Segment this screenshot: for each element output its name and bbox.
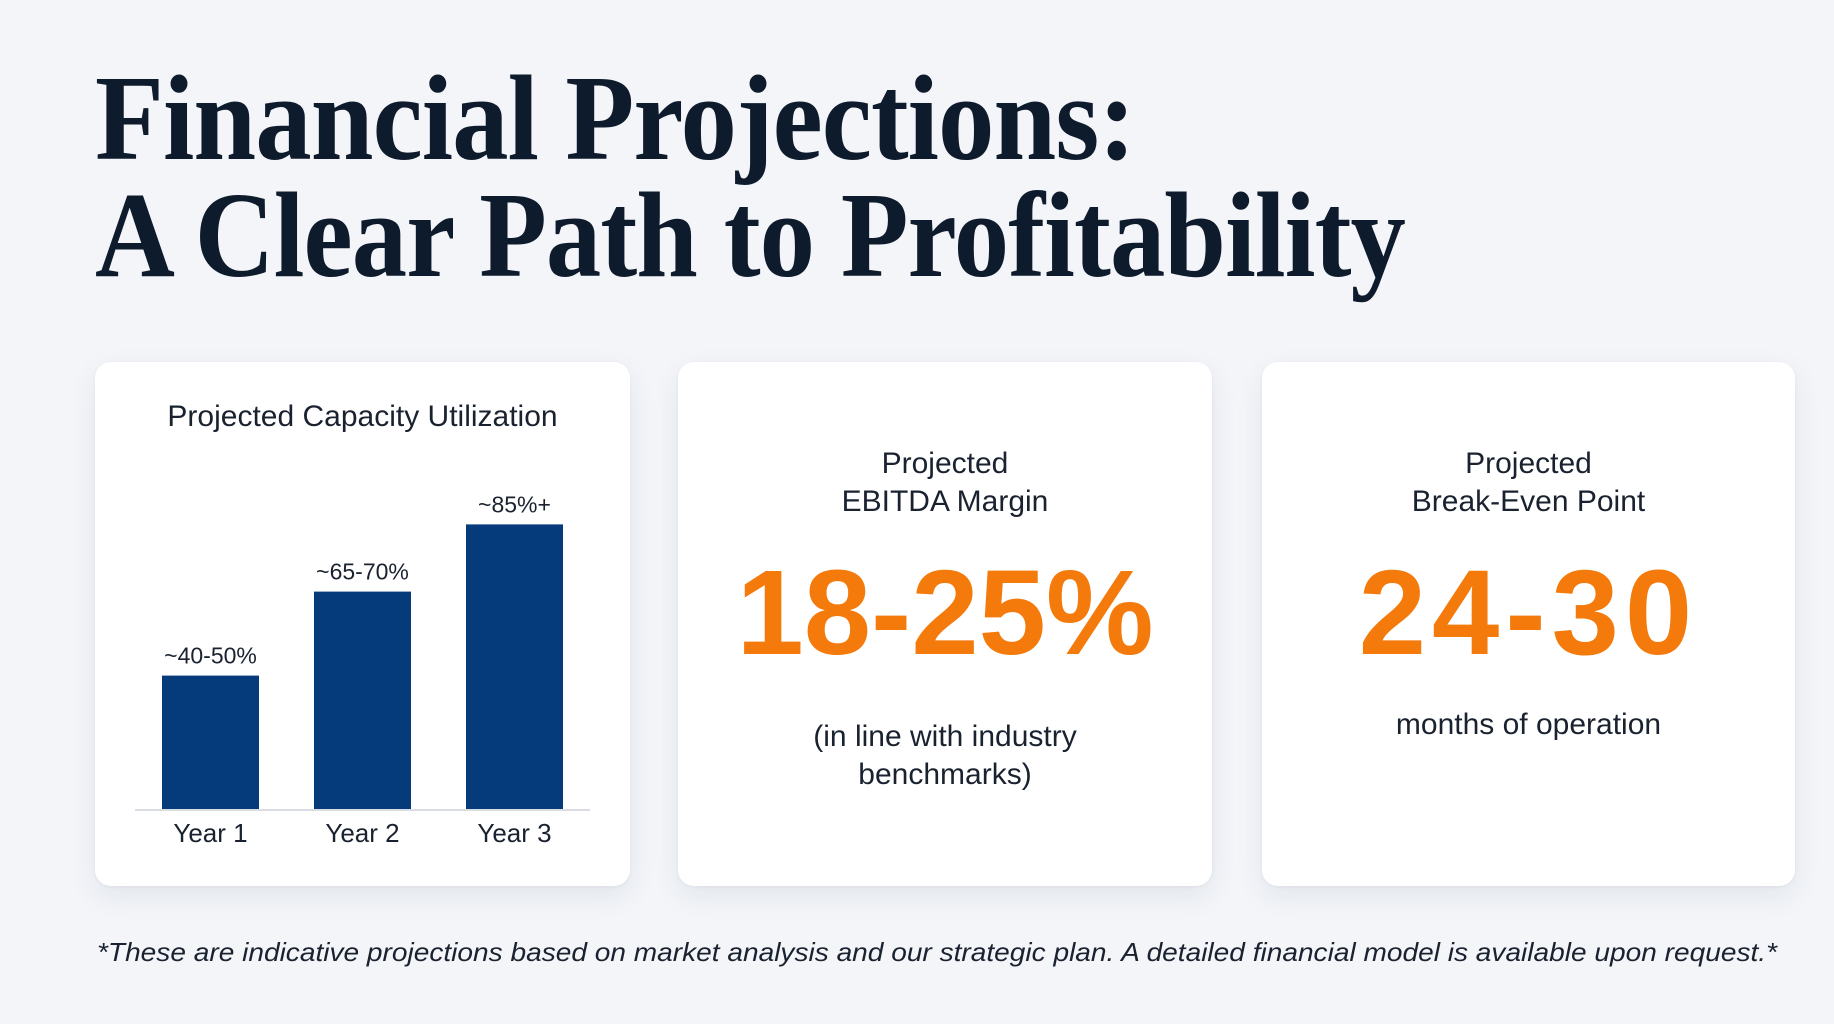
break-even-label: Projected Break-Even Point <box>1262 445 1795 521</box>
capacity-utilization-chart: ~40-50% Year 1 ~65-70% Year 2 ~85%+ Year 3 <box>135 491 590 848</box>
ebitda-label-line-2: EBITDA Margin <box>841 485 1049 518</box>
bar-value-label: ~65-70% <box>316 559 409 585</box>
bar-year-1 <box>162 675 259 810</box>
break-even-value: 24-30 <box>1358 544 1699 680</box>
x-tick-label: Year 2 <box>325 818 399 848</box>
bar-value-label: ~40-50% <box>164 643 257 669</box>
x-tick-label: Year 3 <box>477 818 551 848</box>
title-line-2: A Clear Path to Profitability <box>95 168 1406 303</box>
page-title: Financial Projections: A Clear Path to P… <box>95 51 1539 303</box>
ebitda-label-line-1: Projected <box>881 447 1009 480</box>
break-even-card: Projected Break-Even Point 24-30 months … <box>1262 362 1795 886</box>
ebitda-note-line-2: benchmarks) <box>858 758 1032 791</box>
title-line-1: Financial Projections: <box>95 51 1136 186</box>
ebitda-label: Projected EBITDA Margin <box>678 445 1212 521</box>
break-even-label-line-1: Projected <box>1465 447 1592 480</box>
break-even-note-line-1: months of operation <box>1395 708 1662 741</box>
bar-year-2 <box>314 591 411 810</box>
ebitda-note-line-1: (in line with industry <box>813 720 1077 753</box>
ebitda-margin-card: Projected EBITDA Margin 18-25% (in line … <box>678 362 1212 886</box>
footnote: *These are indicative projections based … <box>97 937 1777 967</box>
ebitda-margin-value: 18-25% <box>736 544 1154 680</box>
bar-year-3 <box>466 524 563 810</box>
capacity-utilization-card: Projected Capacity Utilization ~40-50% Ye… <box>95 362 630 886</box>
break-even-note: months of operation <box>1262 706 1795 744</box>
x-tick-label: Year 1 <box>173 818 247 848</box>
break-even-label-line-2: Break-Even Point <box>1411 485 1646 518</box>
bar-value-label: ~85%+ <box>478 491 551 517</box>
chart-title: Projected Capacity Utilization <box>167 400 558 433</box>
ebitda-note: (in line with industry benchmarks) <box>678 718 1212 794</box>
